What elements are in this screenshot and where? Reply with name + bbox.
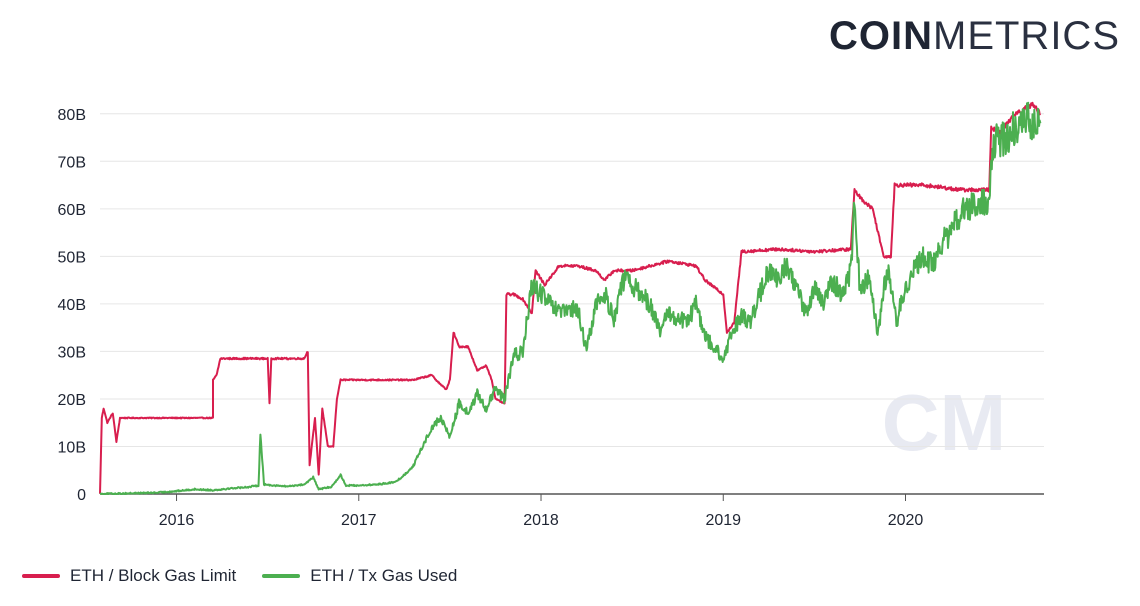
y-tick-label: 40B	[58, 297, 86, 314]
series-line-block-gas-limit[interactable]	[99, 101, 1042, 494]
brand-logo-light: METRICS	[933, 14, 1120, 58]
y-tick-label: 20B	[58, 392, 86, 409]
x-tick-label: 2020	[888, 512, 924, 529]
watermark: CM	[882, 378, 1006, 467]
series-lines	[99, 101, 1042, 495]
series-line-tx-gas-used[interactable]	[99, 101, 1042, 495]
brand-logo-bold: COIN	[829, 14, 933, 58]
x-tick-label: 2017	[341, 512, 377, 529]
y-tick-label: 0	[77, 487, 86, 504]
x-tick-label: 2016	[159, 512, 195, 529]
x-axis: 2016 2017 2018 2019 2020	[100, 493, 1044, 529]
legend-item-tx-gas-used[interactable]: ETH / Tx Gas Used	[262, 566, 457, 586]
grid-lines	[100, 113, 1044, 447]
legend-label-block-gas-limit: ETH / Block Gas Limit	[70, 566, 237, 585]
legend-swatch-green	[262, 574, 301, 578]
y-tick-label: 30B	[58, 344, 86, 361]
y-tick-label: 50B	[58, 249, 86, 266]
x-tick-label: 2019	[705, 512, 741, 529]
x-tick-label: 2018	[523, 512, 559, 529]
y-tick-label: 80B	[58, 107, 86, 124]
legend: ETH / Block Gas Limit ETH / Tx Gas Used	[22, 566, 457, 586]
legend-label-tx-gas-used: ETH / Tx Gas Used	[310, 566, 458, 585]
y-tick-label: 60B	[58, 202, 86, 219]
legend-item-block-gas-limit[interactable]: ETH / Block Gas Limit	[22, 566, 236, 586]
y-tick-label: 10B	[58, 439, 86, 456]
y-tick-label: 70B	[58, 154, 86, 171]
brand-logo: COINMETRICS	[829, 14, 1120, 59]
y-axis-ticks: 0 10B 20B 30B 40B 50B 60B 70B 80B	[58, 107, 87, 504]
legend-swatch-red	[22, 574, 60, 578]
